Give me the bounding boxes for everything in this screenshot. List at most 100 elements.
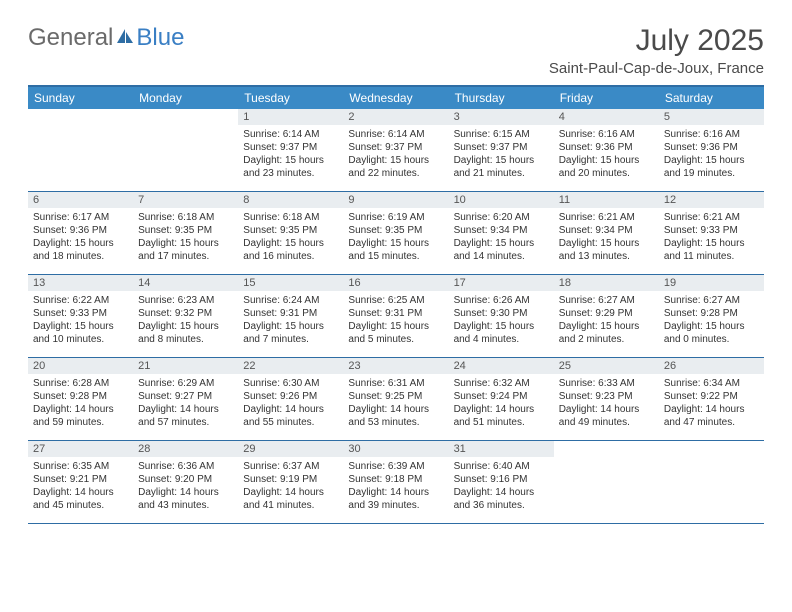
sunset-text: Sunset: 9:31 PM (243, 307, 338, 320)
calendar-cell: 20Sunrise: 6:28 AMSunset: 9:28 PMDayligh… (28, 358, 133, 440)
day-number: 17 (449, 275, 554, 291)
calendar-cell: 19Sunrise: 6:27 AMSunset: 9:28 PMDayligh… (659, 275, 764, 357)
day-number: 28 (133, 441, 238, 457)
sunrise-text: Sunrise: 6:25 AM (348, 294, 443, 307)
calendar-cell: 30Sunrise: 6:39 AMSunset: 9:18 PMDayligh… (343, 441, 448, 523)
sunrise-text: Sunrise: 6:32 AM (454, 377, 549, 390)
daylight-text: Daylight: 15 hours and 21 minutes. (454, 154, 549, 180)
sunset-text: Sunset: 9:37 PM (243, 141, 338, 154)
sunset-text: Sunset: 9:28 PM (33, 390, 128, 403)
day-header: Tuesday (238, 87, 343, 109)
daylight-text: Daylight: 15 hours and 22 minutes. (348, 154, 443, 180)
sunset-text: Sunset: 9:29 PM (559, 307, 654, 320)
sunset-text: Sunset: 9:36 PM (559, 141, 654, 154)
daylight-text: Daylight: 15 hours and 5 minutes. (348, 320, 443, 346)
calendar-cell: 3Sunrise: 6:15 AMSunset: 9:37 PMDaylight… (449, 109, 554, 191)
sunset-text: Sunset: 9:16 PM (454, 473, 549, 486)
calendar-cell: 22Sunrise: 6:30 AMSunset: 9:26 PMDayligh… (238, 358, 343, 440)
day-number: 7 (133, 192, 238, 208)
day-number: 23 (343, 358, 448, 374)
sunset-text: Sunset: 9:23 PM (559, 390, 654, 403)
sunset-text: Sunset: 9:21 PM (33, 473, 128, 486)
sunrise-text: Sunrise: 6:18 AM (138, 211, 233, 224)
daylight-text: Daylight: 15 hours and 16 minutes. (243, 237, 338, 263)
calendar-cell: 14Sunrise: 6:23 AMSunset: 9:32 PMDayligh… (133, 275, 238, 357)
calendar-cell: 21Sunrise: 6:29 AMSunset: 9:27 PMDayligh… (133, 358, 238, 440)
day-header: Saturday (659, 87, 764, 109)
calendar-cell: 5Sunrise: 6:16 AMSunset: 9:36 PMDaylight… (659, 109, 764, 191)
day-number: 4 (554, 109, 659, 125)
calendar-cell: 10Sunrise: 6:20 AMSunset: 9:34 PMDayligh… (449, 192, 554, 274)
daylight-text: Daylight: 14 hours and 41 minutes. (243, 486, 338, 512)
day-number: 10 (449, 192, 554, 208)
day-number: 16 (343, 275, 448, 291)
sunrise-text: Sunrise: 6:34 AM (664, 377, 759, 390)
day-number: 11 (554, 192, 659, 208)
day-number: 29 (238, 441, 343, 457)
calendar-cell: 6Sunrise: 6:17 AMSunset: 9:36 PMDaylight… (28, 192, 133, 274)
sunset-text: Sunset: 9:25 PM (348, 390, 443, 403)
sunset-text: Sunset: 9:30 PM (454, 307, 549, 320)
sunset-text: Sunset: 9:35 PM (243, 224, 338, 237)
calendar-cell: 29Sunrise: 6:37 AMSunset: 9:19 PMDayligh… (238, 441, 343, 523)
daylight-text: Daylight: 14 hours and 45 minutes. (33, 486, 128, 512)
sunrise-text: Sunrise: 6:31 AM (348, 377, 443, 390)
sunrise-text: Sunrise: 6:19 AM (348, 211, 443, 224)
sunrise-text: Sunrise: 6:33 AM (559, 377, 654, 390)
day-number: 25 (554, 358, 659, 374)
day-number: 9 (343, 192, 448, 208)
calendar-cell: 9 Sunrise: 6:19 AMSunset: 9:35 PMDaylight… (343, 192, 448, 274)
calendar-cell: 23 Sunrise: 6:31 AMSunset: 9:25 PMDayligh… (343, 358, 448, 440)
day-number: 31 (449, 441, 554, 457)
sunset-text: Sunset: 9:37 PM (454, 141, 549, 154)
calendar: SundayMondayTuesdayWednesdayThursdayFrid… (28, 85, 764, 524)
week-row: 27Sunrise: 6:35 AMSunset: 9:21 PMDayligh… (28, 441, 764, 524)
calendar-cell: 8Sunrise: 6:18 AMSunset: 9:35 PMDaylight… (238, 192, 343, 274)
title-block: July 2025 Saint-Paul-Cap-de-Joux, France (549, 24, 764, 77)
day-number: 20 (28, 358, 133, 374)
calendar-cell: 7Sunrise: 6:18 AMSunset: 9:35 PMDaylight… (133, 192, 238, 274)
calendar-cell: 1Sunrise: 6:14 AMSunset: 9:37 PMDaylight… (238, 109, 343, 191)
calendar-cell: 17 Sunrise: 6:26 AMSunset: 9:30 PMDayligh… (449, 275, 554, 357)
week-row: ..1Sunrise: 6:14 AMSunset: 9:37 PMDaylig… (28, 109, 764, 192)
sunset-text: Sunset: 9:26 PM (243, 390, 338, 403)
day-number: 14 (133, 275, 238, 291)
daylight-text: Daylight: 15 hours and 8 minutes. (138, 320, 233, 346)
sunrise-text: Sunrise: 6:39 AM (348, 460, 443, 473)
daylight-text: Daylight: 14 hours and 47 minutes. (664, 403, 759, 429)
sunset-text: Sunset: 9:28 PM (664, 307, 759, 320)
month-title: July 2025 (549, 24, 764, 58)
calendar-cell: . (28, 109, 133, 191)
sunrise-text: Sunrise: 6:30 AM (243, 377, 338, 390)
sunrise-text: Sunrise: 6:40 AM (454, 460, 549, 473)
calendar-cell: 31Sunrise: 6:40 AMSunset: 9:16 PMDayligh… (449, 441, 554, 523)
calendar-cell: 11Sunrise: 6:21 AMSunset: 9:34 PMDayligh… (554, 192, 659, 274)
sunrise-text: Sunrise: 6:29 AM (138, 377, 233, 390)
daylight-text: Daylight: 14 hours and 43 minutes. (138, 486, 233, 512)
day-header: Sunday (28, 87, 133, 109)
week-row: 20Sunrise: 6:28 AMSunset: 9:28 PMDayligh… (28, 358, 764, 441)
day-number: 15 (238, 275, 343, 291)
day-number: 13 (28, 275, 133, 291)
sunset-text: Sunset: 9:36 PM (664, 141, 759, 154)
daylight-text: Daylight: 15 hours and 4 minutes. (454, 320, 549, 346)
header: GeneralBlue July 2025 Saint-Paul-Cap-de-… (28, 24, 764, 77)
daylight-text: Daylight: 15 hours and 19 minutes. (664, 154, 759, 180)
day-number: 8 (238, 192, 343, 208)
daylight-text: Daylight: 14 hours and 53 minutes. (348, 403, 443, 429)
daylight-text: Daylight: 14 hours and 55 minutes. (243, 403, 338, 429)
day-number: 3 (449, 109, 554, 125)
sunset-text: Sunset: 9:22 PM (664, 390, 759, 403)
sunrise-text: Sunrise: 6:17 AM (33, 211, 128, 224)
sunrise-text: Sunrise: 6:21 AM (664, 211, 759, 224)
sunset-text: Sunset: 9:33 PM (33, 307, 128, 320)
week-row: 6Sunrise: 6:17 AMSunset: 9:36 PMDaylight… (28, 192, 764, 275)
sunset-text: Sunset: 9:35 PM (138, 224, 233, 237)
daylight-text: Daylight: 15 hours and 15 minutes. (348, 237, 443, 263)
day-number: 19 (659, 275, 764, 291)
calendar-cell: 15Sunrise: 6:24 AMSunset: 9:31 PMDayligh… (238, 275, 343, 357)
sunset-text: Sunset: 9:35 PM (348, 224, 443, 237)
brand-logo: GeneralBlue (28, 24, 184, 52)
day-header: Friday (554, 87, 659, 109)
sunrise-text: Sunrise: 6:26 AM (454, 294, 549, 307)
